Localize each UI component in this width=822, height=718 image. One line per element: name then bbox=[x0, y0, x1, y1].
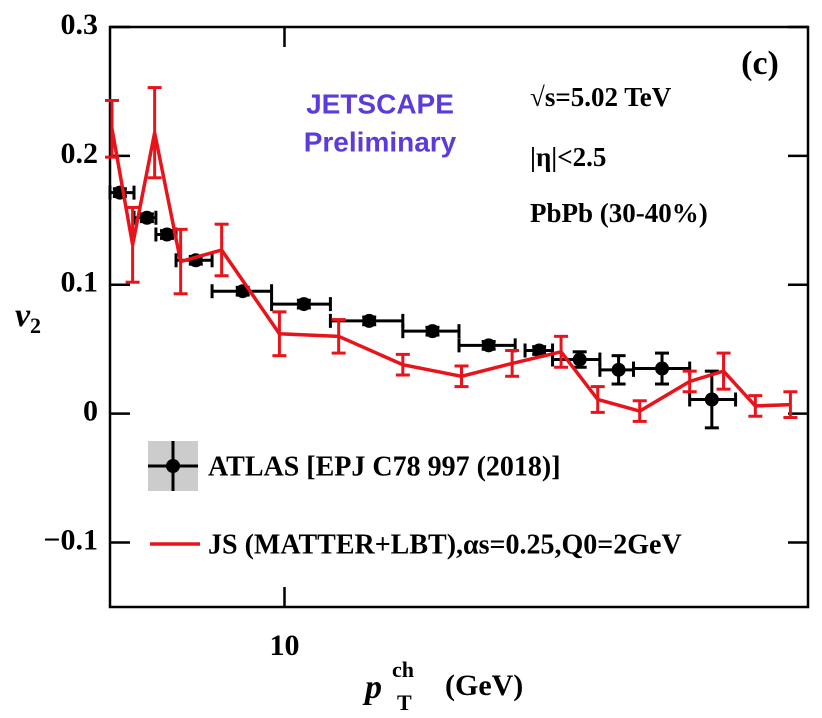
data-line bbox=[110, 128, 791, 413]
plot-frame bbox=[108, 25, 810, 609]
data-point bbox=[532, 343, 547, 358]
data-point bbox=[362, 313, 377, 328]
data-point bbox=[572, 352, 587, 367]
status-label: Preliminary bbox=[304, 126, 457, 157]
collab-label: JETSCAPE bbox=[306, 88, 454, 119]
data-point bbox=[611, 362, 626, 377]
y-label-main: v bbox=[15, 297, 31, 334]
data-point bbox=[704, 392, 719, 407]
data-point bbox=[655, 361, 670, 376]
system-label: PbPb (30-40%) bbox=[530, 198, 708, 228]
legend-label: ATLAS [EPJ C78 997 (2018)] bbox=[208, 451, 561, 482]
energy-label: √s=5.02 TeV bbox=[530, 82, 672, 112]
x-axis-label-unit: (GeV) bbox=[445, 669, 523, 702]
data-point bbox=[139, 210, 154, 225]
y-tick-label: 0.1 bbox=[61, 266, 99, 299]
panel-label: (c) bbox=[741, 45, 779, 82]
y-tick-label: 0.2 bbox=[61, 137, 99, 170]
y-label-sub: 2 bbox=[30, 313, 41, 338]
x-axis-label-sub: T bbox=[397, 690, 412, 715]
data-point bbox=[296, 297, 311, 312]
y-axis-label: v2 bbox=[15, 297, 41, 338]
x-axis-label-main: p bbox=[362, 669, 382, 706]
data-point bbox=[481, 338, 496, 353]
y-tick-label: 0 bbox=[83, 395, 98, 428]
data-point bbox=[159, 227, 174, 242]
x-tick-label: 10 bbox=[270, 629, 300, 662]
legend-symbol bbox=[166, 459, 180, 473]
eta-label: |η|<2.5 bbox=[530, 142, 606, 172]
x-axis-label-sup: ch bbox=[392, 657, 414, 682]
y-tick-label: −0.1 bbox=[43, 523, 98, 556]
y-tick-label: 0.3 bbox=[61, 8, 99, 41]
data-point bbox=[425, 324, 440, 339]
legend-label: JS (MATTER+LBT),αs=0.25,Q0=2GeV bbox=[208, 529, 682, 560]
